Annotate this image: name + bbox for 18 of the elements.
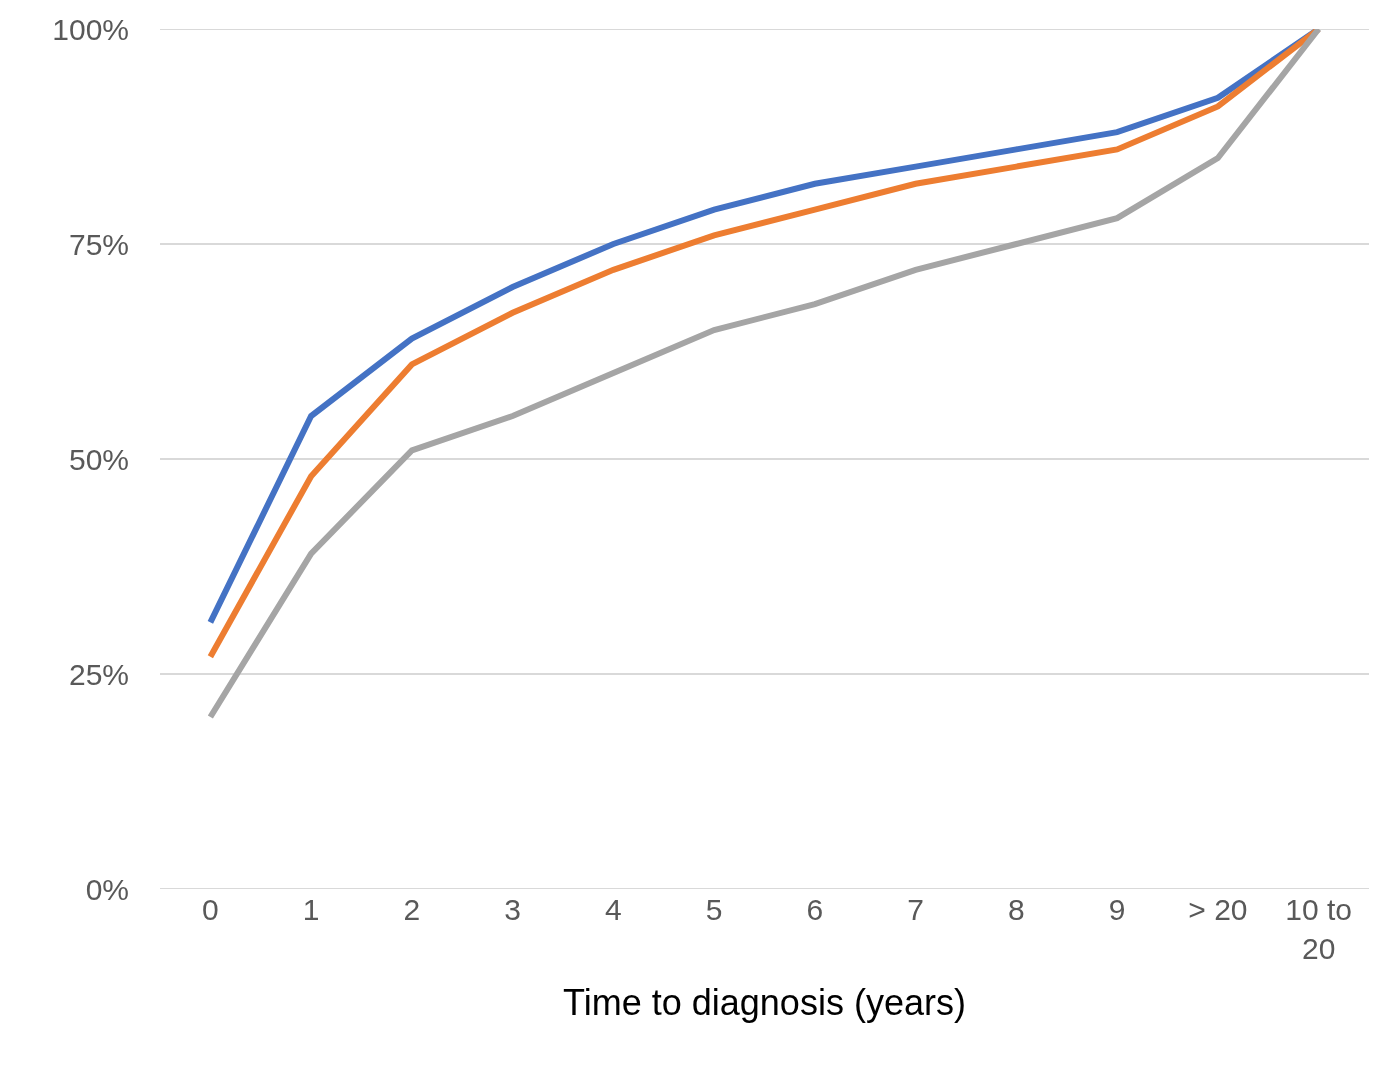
y-tick-label: 0% — [85, 872, 129, 906]
x-tick-label: 0 — [202, 893, 219, 926]
y-tick-label: 50% — [68, 442, 129, 476]
x-tick-label: 4 — [605, 893, 622, 926]
x-tick-label: 8 — [1008, 893, 1025, 926]
y-tick-label: 25% — [68, 657, 129, 691]
x-tick-label: > 20 — [1188, 893, 1248, 926]
x-tick-label: 6 — [806, 893, 824, 926]
x-tick-label: 1 — [302, 893, 320, 926]
x-axis-title: Time to diagnosis (years) — [563, 981, 966, 1023]
x-tick-label: 3 — [504, 893, 521, 926]
y-tick-label: 75% — [68, 227, 129, 261]
x-tick-label: 5 — [705, 893, 723, 926]
x-tick-label: 10 to 20 — [1285, 893, 1352, 965]
x-tick-label: 9 — [1108, 893, 1126, 926]
y-tick-label: 100% — [52, 12, 129, 46]
x-tick-label: 7 — [907, 893, 924, 926]
x-tick-label: 2 — [403, 893, 421, 926]
